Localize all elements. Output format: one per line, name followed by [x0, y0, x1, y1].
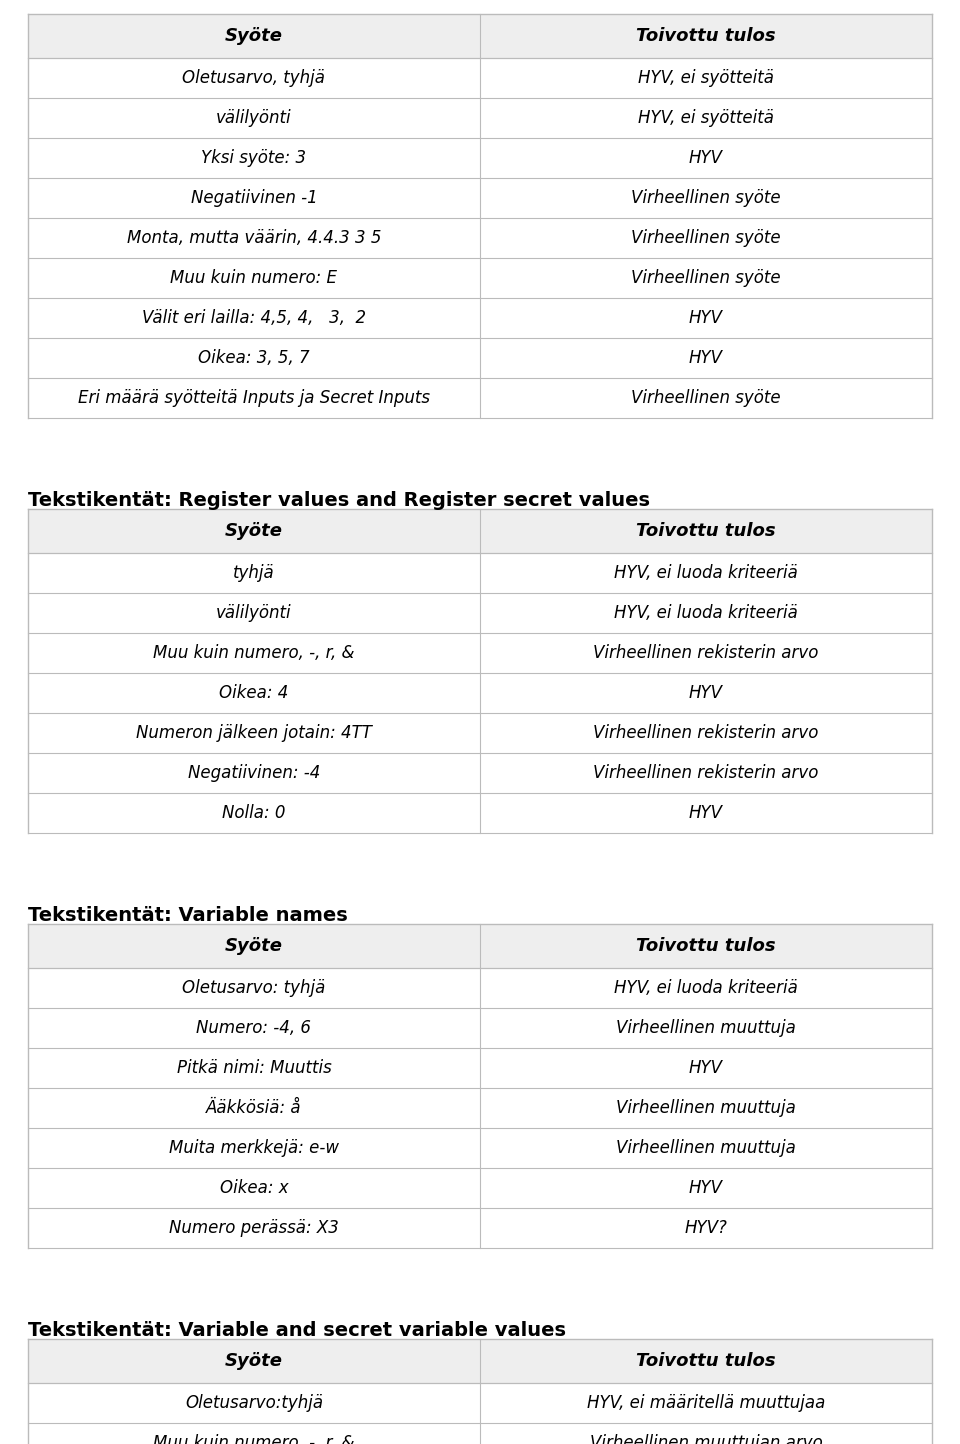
Text: Monta, mutta väärin, 4.4.3 3 5: Monta, mutta väärin, 4.4.3 3 5: [127, 230, 381, 247]
Text: Numero perässä: X3: Numero perässä: X3: [169, 1219, 339, 1238]
Text: HYV: HYV: [689, 349, 723, 367]
Text: Toivottu tulos: Toivottu tulos: [636, 521, 776, 540]
Text: Oikea: 4: Oikea: 4: [219, 684, 289, 702]
Text: Virheellinen syöte: Virheellinen syöte: [631, 230, 780, 247]
Text: Syöte: Syöte: [225, 937, 283, 954]
Text: HYV, ei luoda kriteeriä: HYV, ei luoda kriteeriä: [614, 565, 798, 582]
Text: Oletusarvo, tyhjä: Oletusarvo, tyhjä: [182, 69, 325, 87]
Text: Numeron jälkeen jotain: 4TT: Numeron jälkeen jotain: 4TT: [136, 723, 372, 742]
Text: Numero: -4, 6: Numero: -4, 6: [197, 1019, 311, 1037]
Text: välilyönti: välilyönti: [216, 604, 292, 622]
Text: HYV, ei syötteitä: HYV, ei syötteitä: [638, 108, 774, 127]
Text: HYV: HYV: [689, 804, 723, 822]
Text: Virheellinen rekisterin arvo: Virheellinen rekisterin arvo: [593, 764, 819, 783]
Text: Ääkkösiä: å: Ääkkösiä: å: [206, 1099, 301, 1118]
Text: Syöte: Syöte: [225, 27, 283, 45]
Text: Eri määrä syötteitä Inputs ja Secret Inputs: Eri määrä syötteitä Inputs ja Secret Inp…: [78, 388, 430, 407]
Text: Toivottu tulos: Toivottu tulos: [636, 27, 776, 45]
Text: Pitkä nimi: Muuttis: Pitkä nimi: Muuttis: [177, 1058, 331, 1077]
Text: Oletusarvo: tyhjä: Oletusarvo: tyhjä: [182, 979, 325, 996]
Text: HYV: HYV: [689, 684, 723, 702]
Text: Virheellinen rekisterin arvo: Virheellinen rekisterin arvo: [593, 723, 819, 742]
Text: Virheellinen syöte: Virheellinen syöte: [631, 189, 780, 206]
Bar: [28, 1339, 480, 1383]
Text: Virheellinen muuttuja: Virheellinen muuttuja: [616, 1099, 796, 1118]
Text: HYV, ei määritellä muuttujaa: HYV, ei määritellä muuttujaa: [587, 1393, 826, 1412]
Bar: [480, 924, 932, 967]
Text: Tekstikentät: Register values and Register secret values: Tekstikentät: Register values and Regist…: [28, 491, 650, 510]
Text: HYV: HYV: [689, 309, 723, 326]
Bar: [480, 14, 932, 58]
Text: Muu kuin numero: E: Muu kuin numero: E: [171, 269, 338, 287]
Text: Virheellinen rekisterin arvo: Virheellinen rekisterin arvo: [593, 644, 819, 661]
Text: Negatiivinen: -4: Negatiivinen: -4: [188, 764, 321, 783]
Bar: [480, 1339, 932, 1383]
Bar: [28, 14, 480, 58]
Text: HYV, ei syötteitä: HYV, ei syötteitä: [638, 69, 774, 87]
Text: Toivottu tulos: Toivottu tulos: [636, 937, 776, 954]
Text: välilyönti: välilyönti: [216, 108, 292, 127]
Text: Oikea: 3, 5, 7: Oikea: 3, 5, 7: [198, 349, 310, 367]
Text: Virheellinen syöte: Virheellinen syöte: [631, 269, 780, 287]
Text: Oikea: x: Oikea: x: [220, 1178, 288, 1197]
Text: HYV: HYV: [689, 149, 723, 168]
Text: Syöte: Syöte: [225, 521, 283, 540]
Text: Nolla: 0: Nolla: 0: [223, 804, 286, 822]
Text: Negatiivinen -1: Negatiivinen -1: [191, 189, 318, 206]
Text: Virheellinen syöte: Virheellinen syöte: [631, 388, 780, 407]
Text: Yksi syöte: 3: Yksi syöte: 3: [202, 149, 306, 168]
Text: Muu kuin numero, -, r, &: Muu kuin numero, -, r, &: [154, 1434, 355, 1444]
Text: Muita merkkejä: e-w: Muita merkkejä: e-w: [169, 1139, 339, 1157]
Text: Syöte: Syöte: [225, 1352, 283, 1370]
Text: Virheellinen muuttuja: Virheellinen muuttuja: [616, 1019, 796, 1037]
Text: Toivottu tulos: Toivottu tulos: [636, 1352, 776, 1370]
Text: Virheellinen muuttuja: Virheellinen muuttuja: [616, 1139, 796, 1157]
Bar: [28, 508, 480, 553]
Text: Välit eri lailla: 4,5, 4,   3,  2: Välit eri lailla: 4,5, 4, 3, 2: [142, 309, 366, 326]
Bar: [28, 924, 480, 967]
Text: HYV, ei luoda kriteeriä: HYV, ei luoda kriteeriä: [614, 604, 798, 622]
Text: Tekstikentät: Variable names: Tekstikentät: Variable names: [28, 905, 348, 926]
Text: tyhjä: tyhjä: [233, 565, 275, 582]
Text: HYV, ei luoda kriteeriä: HYV, ei luoda kriteeriä: [614, 979, 798, 996]
Bar: [480, 508, 932, 553]
Text: HYV: HYV: [689, 1178, 723, 1197]
Text: HYV: HYV: [689, 1058, 723, 1077]
Text: Tekstikentät: Variable and secret variable values: Tekstikentät: Variable and secret variab…: [28, 1321, 566, 1340]
Text: Oletusarvo:tyhjä: Oletusarvo:tyhjä: [185, 1393, 324, 1412]
Text: HYV?: HYV?: [684, 1219, 728, 1238]
Text: Virheellinen muuttujan arvo: Virheellinen muuttujan arvo: [589, 1434, 823, 1444]
Text: Muu kuin numero, -, r, &: Muu kuin numero, -, r, &: [154, 644, 355, 661]
